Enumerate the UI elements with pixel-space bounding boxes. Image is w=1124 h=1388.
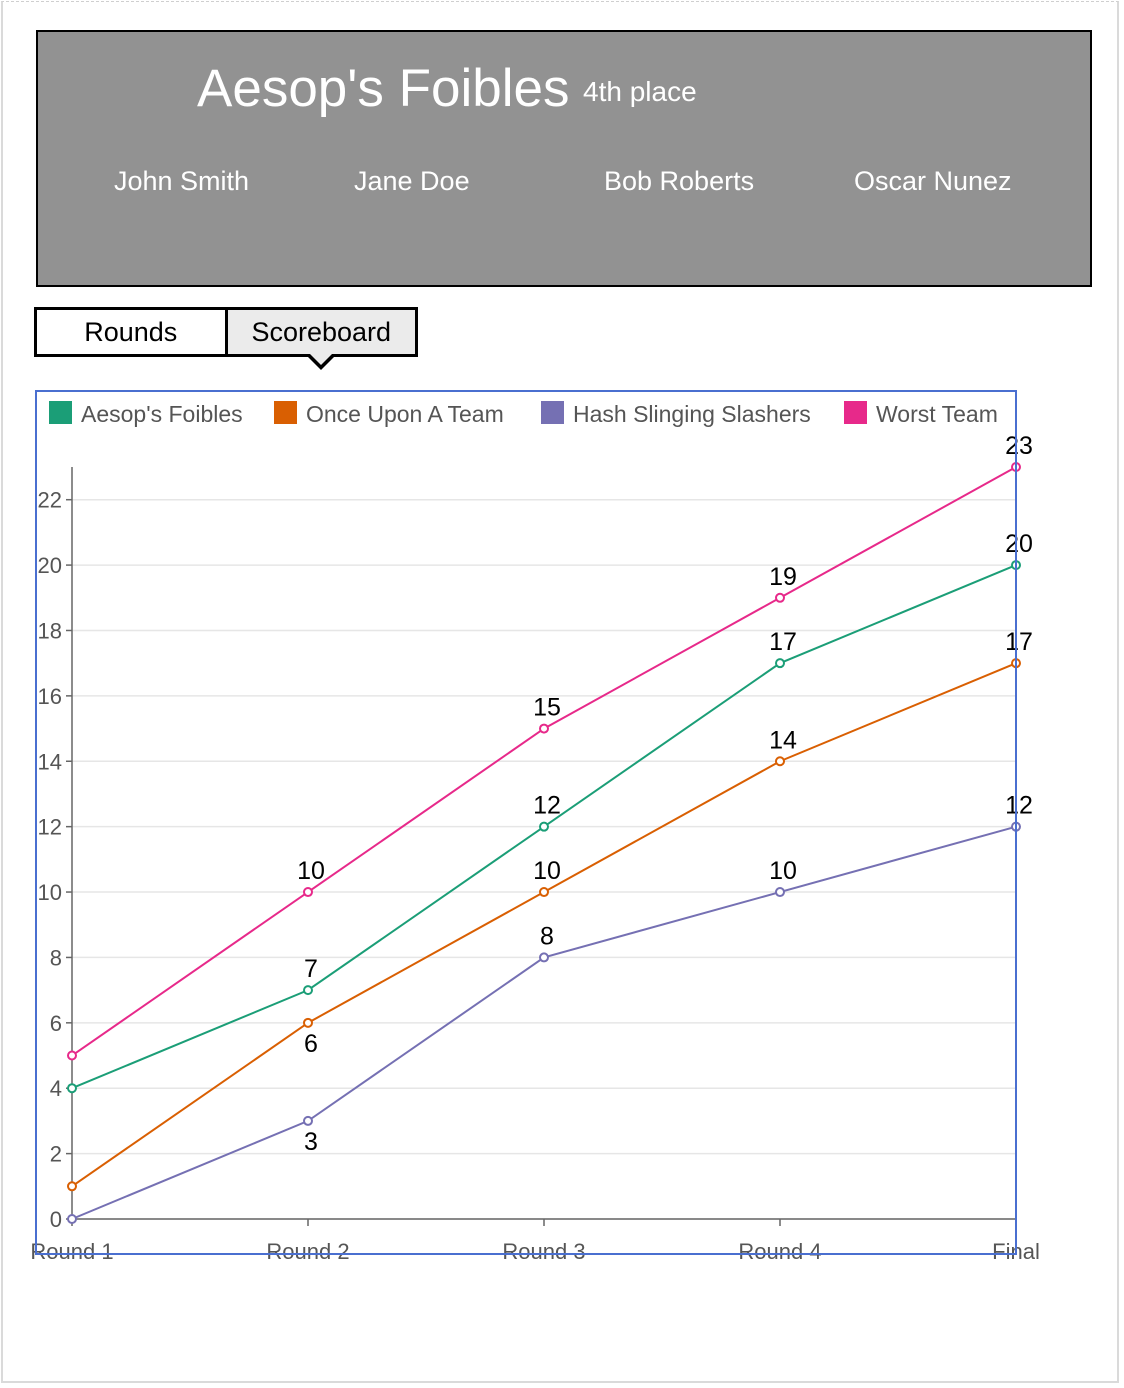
data-point xyxy=(1012,463,1020,471)
legend-label: Worst Team xyxy=(876,401,998,427)
data-point xyxy=(304,1117,312,1125)
y-tick-label: 18 xyxy=(38,618,62,643)
data-point xyxy=(304,888,312,896)
data-label: 6 xyxy=(304,1030,318,1058)
data-point xyxy=(304,986,312,994)
data-point xyxy=(540,725,548,733)
data-point xyxy=(68,1182,76,1190)
data-label: 20 xyxy=(1005,530,1033,558)
data-label: 12 xyxy=(533,792,561,820)
data-label: 14 xyxy=(769,726,797,754)
data-point xyxy=(1012,659,1020,667)
data-point xyxy=(68,1215,76,1223)
data-point xyxy=(776,659,784,667)
y-tick-label: 6 xyxy=(50,1011,62,1036)
data-label: 15 xyxy=(533,694,561,722)
y-tick-label: 20 xyxy=(38,553,62,578)
data-point xyxy=(776,594,784,602)
data-label: 12 xyxy=(1005,792,1033,820)
data-label: 7 xyxy=(304,955,318,983)
x-tick-label: Final xyxy=(992,1239,1040,1264)
data-point xyxy=(540,888,548,896)
legend-label: Once Upon A Team xyxy=(306,401,504,427)
y-tick-label: 0 xyxy=(50,1207,62,1232)
legend-label: Hash Slinging Slashers xyxy=(573,401,811,427)
data-point xyxy=(68,1052,76,1060)
y-tick-label: 2 xyxy=(50,1142,62,1167)
legend-label: Aesop's Foibles xyxy=(81,401,243,427)
data-label: 23 xyxy=(1005,432,1033,460)
data-point xyxy=(1012,561,1020,569)
data-point xyxy=(776,888,784,896)
data-label: 19 xyxy=(769,563,797,591)
data-point xyxy=(776,757,784,765)
data-point xyxy=(68,1084,76,1092)
y-tick-label: 16 xyxy=(38,684,62,709)
data-label: 10 xyxy=(769,857,797,885)
x-tick-label: Round 3 xyxy=(502,1239,585,1264)
data-label: 10 xyxy=(533,857,561,885)
legend-swatch xyxy=(49,401,72,424)
data-label: 10 xyxy=(297,857,325,885)
data-label: 17 xyxy=(769,628,797,656)
data-label: 17 xyxy=(1005,628,1033,656)
y-tick-label: 12 xyxy=(38,815,62,840)
y-tick-label: 22 xyxy=(38,488,62,513)
legend-swatch xyxy=(541,401,564,424)
y-tick-label: 4 xyxy=(50,1076,62,1101)
x-tick-label: Round 1 xyxy=(30,1239,113,1264)
data-point xyxy=(540,823,548,831)
data-point xyxy=(304,1019,312,1027)
data-label: 3 xyxy=(304,1128,318,1156)
y-tick-label: 10 xyxy=(38,880,62,905)
data-point xyxy=(540,953,548,961)
data-point xyxy=(1012,823,1020,831)
x-tick-label: Round 2 xyxy=(266,1239,349,1264)
legend-swatch xyxy=(844,401,867,424)
y-tick-label: 8 xyxy=(50,945,62,970)
data-label: 8 xyxy=(540,922,554,950)
x-tick-label: Round 4 xyxy=(738,1239,821,1264)
y-tick-label: 14 xyxy=(38,749,62,774)
legend-swatch xyxy=(274,401,297,424)
